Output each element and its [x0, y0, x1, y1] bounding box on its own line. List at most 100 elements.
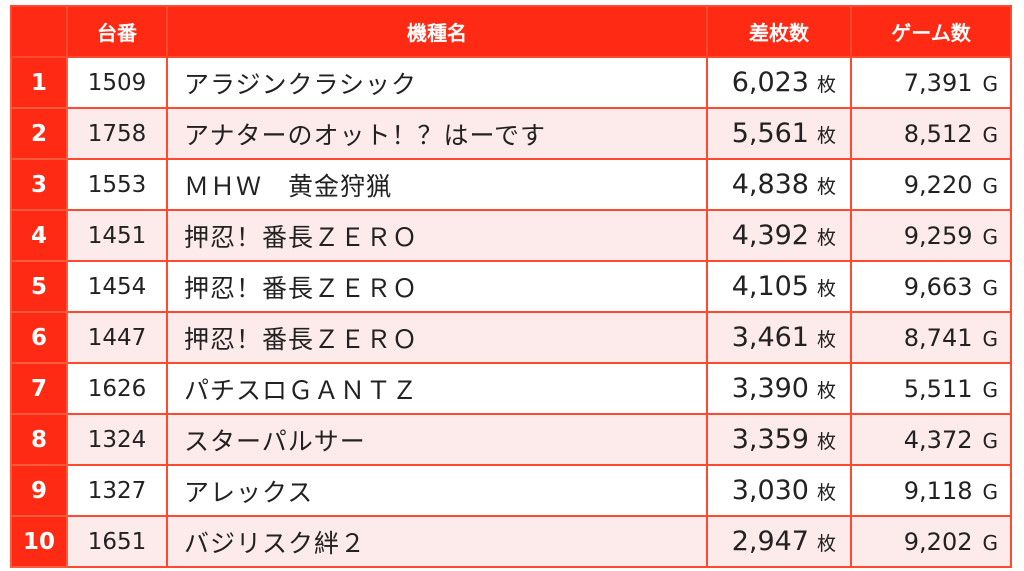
rank-cell: 4: [10, 209, 68, 262]
model-name-cell: パチスロＧＡＮＴＺ: [166, 362, 708, 415]
games-cell: 4,372 G: [850, 413, 1012, 466]
model-name-cell: アラジンクラシック: [166, 56, 708, 109]
diff-value: 3,390: [731, 373, 809, 404]
games-unit: G: [982, 122, 999, 147]
diff-cell: 4,838 枚: [706, 158, 852, 211]
table-row: 4 1451 押忍！番長ＺＥＲＯ 4,392 枚 9,259 G: [10, 209, 1012, 262]
table-row: 7 1626 パチスロＧＡＮＴＺ 3,390 枚 5,511 G: [10, 362, 1012, 415]
rank-cell: 1: [10, 56, 68, 109]
diff-value: 3,461: [731, 322, 809, 353]
games-unit: G: [982, 479, 999, 504]
games-cell: 9,220 G: [850, 158, 1012, 211]
machine-no-cell: 1451: [66, 209, 168, 262]
games-unit: G: [982, 224, 999, 249]
table-row: 3 1553 ＭＨＷ 黄金狩猟 4,838 枚 9,220 G: [10, 158, 1012, 211]
header-row: 台番 機種名 差枚数 ゲーム数: [10, 5, 1012, 58]
table-row: 1 1509 アラジンクラシック 6,023 枚 7,391 G: [10, 56, 1012, 109]
diff-value: 4,105: [731, 271, 809, 302]
diff-unit: 枚: [816, 278, 836, 300]
table-body: 1 1509 アラジンクラシック 6,023 枚 7,391 G 2 1758 アナターのオット！…: [10, 56, 1012, 568]
diff-unit: 枚: [816, 431, 836, 453]
games-cell: 8,512 G: [850, 107, 1012, 160]
machine-no-cell: 1758: [66, 107, 168, 160]
rank-cell: 10: [10, 515, 68, 568]
diff-cell: 4,392 枚: [706, 209, 852, 262]
machine-no-cell: 1454: [66, 260, 168, 313]
diff-value: 4,392: [731, 220, 809, 251]
diff-unit: 枚: [816, 482, 836, 504]
games-cell: 8,741 G: [850, 311, 1012, 364]
games-cell: 9,118 G: [850, 464, 1012, 517]
games-cell: 9,663 G: [850, 260, 1012, 313]
games-value: 4,372: [903, 425, 973, 454]
header-games: ゲーム数: [850, 5, 1012, 58]
model-name-cell: バジリスク絆２: [166, 515, 708, 568]
machine-no-cell: 1626: [66, 362, 168, 415]
machine-no-cell: 1509: [66, 56, 168, 109]
diff-cell: 5,561 枚: [706, 107, 852, 160]
games-cell: 7,391 G: [850, 56, 1012, 109]
diff-cell: 3,030 枚: [706, 464, 852, 517]
diff-unit: 枚: [816, 74, 836, 96]
diff-cell: 6,023 枚: [706, 56, 852, 109]
model-name-cell: 押忍！番長ＺＥＲＯ: [166, 209, 708, 262]
table-row: 5 1454 押忍！番長ＺＥＲＯ 4,105 枚 9,663 G: [10, 260, 1012, 313]
model-name-cell: ＭＨＷ 黄金狩猟: [166, 158, 708, 211]
games-cell: 5,511 G: [850, 362, 1012, 415]
rank-cell: 9: [10, 464, 68, 517]
diff-cell: 3,390 枚: [706, 362, 852, 415]
diff-value: 2,947: [731, 526, 809, 557]
diff-unit: 枚: [816, 329, 836, 351]
diff-value: 3,030: [731, 475, 809, 506]
diff-unit: 枚: [816, 227, 836, 249]
diff-value: 6,023: [731, 67, 809, 98]
model-name-cell: アレックス: [166, 464, 708, 517]
games-value: 5,511: [903, 374, 973, 403]
table-row: 6 1447 押忍！番長ＺＥＲＯ 3,461 枚 8,741 G: [10, 311, 1012, 364]
games-unit: G: [982, 428, 999, 453]
table-row: 10 1651 バジリスク絆２ 2,947 枚 9,202 G: [10, 515, 1012, 568]
table-row: 9 1327 アレックス 3,030 枚 9,118 G: [10, 464, 1012, 517]
rank-cell: 5: [10, 260, 68, 313]
model-name-cell: スターパルサー: [166, 413, 708, 466]
machine-no-cell: 1553: [66, 158, 168, 211]
diff-cell: 3,461 枚: [706, 311, 852, 364]
rank-cell: 8: [10, 413, 68, 466]
ranking-table: 台番 機種名 差枚数 ゲーム数 1 1509 アラジンクラシック 6,023 枚 7,39…: [10, 5, 1012, 568]
machine-no-cell: 1651: [66, 515, 168, 568]
games-unit: G: [982, 275, 999, 300]
rank-cell: 6: [10, 311, 68, 364]
table-row: 2 1758 アナターのオット！？はーです 5,561 枚 8,512 G: [10, 107, 1012, 160]
machine-no-cell: 1447: [66, 311, 168, 364]
diff-value: 4,838: [731, 169, 809, 200]
rank-cell: 2: [10, 107, 68, 160]
diff-unit: 枚: [816, 380, 836, 402]
header-rank-corner: [10, 5, 68, 58]
games-unit: G: [982, 530, 999, 555]
games-value: 8,741: [903, 323, 973, 352]
header-diff: 差枚数: [706, 5, 852, 58]
machine-no-cell: 1327: [66, 464, 168, 517]
diff-cell: 4,105 枚: [706, 260, 852, 313]
games-unit: G: [982, 326, 999, 351]
rank-cell: 7: [10, 362, 68, 415]
diff-value: 3,359: [731, 424, 809, 455]
table-row: 8 1324 スターパルサー 3,359 枚 4,372 G: [10, 413, 1012, 466]
rank-cell: 3: [10, 158, 68, 211]
diff-unit: 枚: [816, 125, 836, 147]
table-header: 台番 機種名 差枚数 ゲーム数: [10, 5, 1012, 58]
games-unit: G: [982, 377, 999, 402]
machine-no-cell: 1324: [66, 413, 168, 466]
games-value: 9,663: [903, 272, 973, 301]
model-name-cell: 押忍！番長ＺＥＲＯ: [166, 311, 708, 364]
games-value: 7,391: [903, 68, 973, 97]
model-name-cell: 押忍！番長ＺＥＲＯ: [166, 260, 708, 313]
header-model-name: 機種名: [166, 5, 708, 58]
diff-unit: 枚: [816, 533, 836, 555]
games-unit: G: [982, 173, 999, 198]
diff-cell: 2,947 枚: [706, 515, 852, 568]
header-machine-no: 台番: [66, 5, 168, 58]
games-value: 9,259: [903, 221, 973, 250]
diff-cell: 3,359 枚: [706, 413, 852, 466]
